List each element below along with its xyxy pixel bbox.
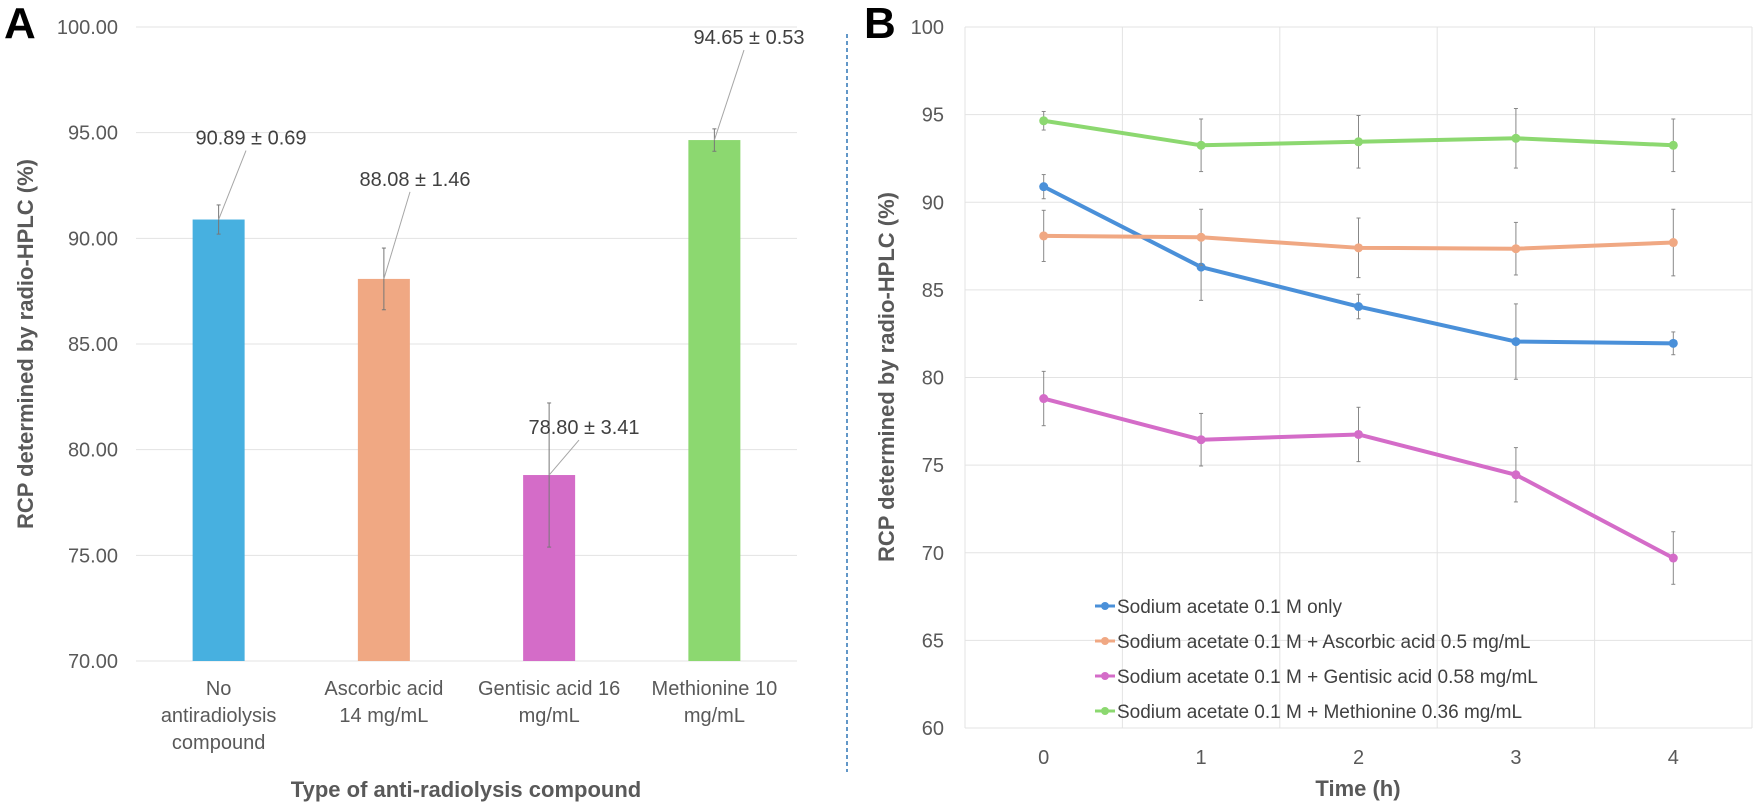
data-point [1668,140,1678,150]
data-label-leader [548,439,580,476]
x-tick-label: Gentisic acid 16 [478,678,620,700]
y-tick-label: 80.00 [68,440,118,462]
data-point [1039,231,1049,241]
x-tick-label: 14 mg/mL [339,705,428,727]
bar [357,278,410,661]
y-tick-label: 85 [922,280,944,302]
x-tick-label: No [206,678,232,700]
line-chart-b: 60 65 70 75 80 85 90 95 100 0 1 2 3 4 Sodium acetate 0… [911,17,1753,769]
bar-chart-a: 70.00 75.00 80.00 85.00 90.00 95.00 100.00 90.8… [57,17,805,754]
y-tick-label: 65 [922,630,944,652]
legend-marker [1101,672,1109,680]
data-point [1511,133,1521,143]
data-point [1511,244,1521,254]
y-tick-label: 90.00 [68,228,118,250]
legend-label: Sodium acetate 0.1 M + Methionine 0.36 m… [1117,702,1522,723]
x-tick-label: 1 [1196,747,1207,769]
y-tick-label: 95 [922,105,944,127]
data-point [1039,182,1049,192]
data-label: 78.80 ± 3.41 [528,417,639,439]
x-tick-label: 3 [1510,747,1521,769]
panel-a-label: A [4,0,36,48]
data-point [1354,302,1363,312]
b-x-axis-title: Time (h) [1315,776,1400,801]
data-label-leader [383,191,411,280]
data-point [1196,435,1206,445]
legend-marker [1101,637,1109,645]
data-point [1511,337,1521,347]
x-tick-label: Ascorbic acid [324,678,443,700]
legend-marker [1101,707,1109,715]
data-label: 94.65 ± 0.53 [693,27,804,49]
x-tick-label: mg/mL [684,705,745,727]
y-tick-label: 100 [911,17,944,39]
data-point [1668,553,1678,563]
y-tick-label: 60 [922,718,944,740]
data-point [1668,238,1678,248]
y-tick-label: 75 [922,455,944,477]
legend-label: Sodium acetate 0.1 M only [1117,597,1342,618]
legend-marker [1101,602,1109,610]
a-y-axis-title: RCP determined by radio-HPLC (%) [13,159,38,529]
bar [192,219,245,662]
data-label: 88.08 ± 1.46 [359,169,470,191]
data-label-leader [218,150,247,220]
data-point [1196,140,1206,150]
x-tick-label: antiradiolysis [161,705,277,727]
data-point [1668,338,1678,348]
legend-label: Sodium acetate 0.1 M + Ascorbic acid 0.5… [1117,632,1530,653]
data-point [1354,243,1363,253]
y-tick-label: 100.00 [57,17,118,39]
bar [688,140,741,661]
legend-label: Sodium acetate 0.1 M + Gentisic acid 0.5… [1117,667,1538,688]
y-tick-label: 95.00 [68,123,118,145]
data-point [1039,116,1049,126]
y-tick-label: 70 [922,543,944,565]
y-tick-label: 90 [922,192,944,214]
x-tick-label: mg/mL [519,705,580,727]
y-tick-label: 85.00 [68,334,118,356]
panel-b-label: B [864,0,896,48]
y-tick-label: 70.00 [68,651,118,673]
x-tick-label: compound [172,732,265,754]
x-tick-label: Methionine 10 [652,678,778,700]
b-y-axis-title: RCP determined by radio-HPLC (%) [874,192,899,562]
data-label: 90.89 ± 0.69 [195,128,306,150]
data-point [1511,470,1521,480]
data-label-leader [713,49,745,141]
x-tick-label: 0 [1038,747,1049,769]
data-point [1196,262,1206,272]
a-x-axis-title: Type of anti-radiolysis compound [291,777,641,802]
x-tick-label: 2 [1353,747,1364,769]
data-point [1039,394,1049,404]
data-point [1196,232,1206,242]
y-tick-label: 75.00 [68,545,118,567]
x-tick-label: 4 [1668,747,1679,769]
data-point [1354,137,1363,147]
data-point [1354,429,1363,439]
y-tick-label: 80 [922,368,944,390]
